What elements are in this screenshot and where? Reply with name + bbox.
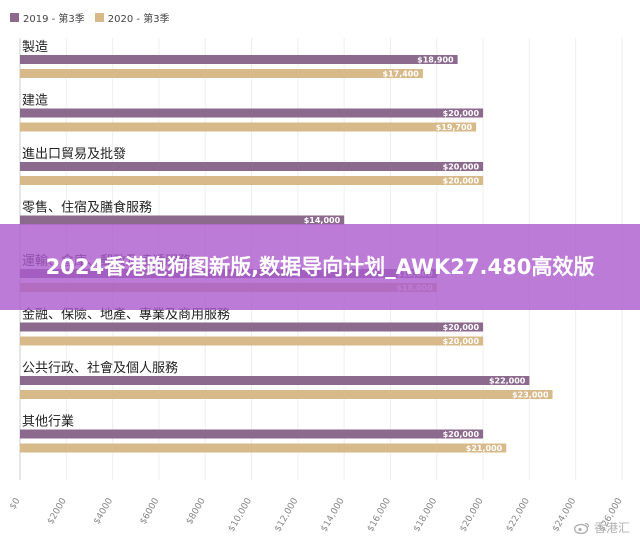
x-tick-label: $14,000 — [319, 496, 346, 533]
x-tick-label: $8000 — [185, 496, 208, 526]
category-label: 製造 — [22, 40, 48, 55]
bar-value-label: $20,000 — [443, 163, 480, 172]
bar-value-label: $21,000 — [466, 444, 503, 453]
bar — [20, 390, 553, 399]
bar-value-label: $18,900 — [417, 56, 454, 65]
category-label: 進出口貿易及批發 — [22, 147, 126, 162]
title-banner: 2024香港跑狗图新版,数据导向计划_AWK27.480高效版 — [0, 224, 640, 310]
x-tick-label: $4000 — [92, 496, 115, 526]
bar-value-label: $20,000 — [443, 337, 480, 346]
bar-value-label: $20,000 — [443, 109, 480, 118]
category-label: 其他行業 — [22, 414, 74, 430]
category-label: 建造 — [22, 94, 48, 109]
x-tick-label: $6000 — [139, 496, 162, 526]
watermark-text: 香港汇 — [593, 521, 630, 535]
legend-label-2019: 2019 - 第3季 — [23, 14, 85, 25]
weibo-icon — [573, 522, 590, 534]
banner-title: 2024香港跑狗图新版,数据导向计划_AWK27.480高效版 — [45, 255, 595, 279]
bar-value-label: $20,000 — [443, 323, 480, 332]
category-label: 零售、住宿及膳食服務 — [22, 200, 152, 216]
legend-item-2020: 2020 - 第3季 — [94, 10, 170, 25]
bar — [20, 215, 345, 225]
x-tick-label: $18,000 — [412, 496, 439, 533]
bar — [20, 108, 484, 118]
x-tick-label: $20,000 — [458, 496, 485, 533]
bar — [20, 429, 484, 439]
bar — [20, 162, 484, 171]
category-label: 公共行政、社會及個人服務 — [22, 360, 178, 376]
bar-value-label: $20,000 — [443, 430, 480, 439]
x-tick-label: $16,000 — [366, 496, 393, 533]
bar — [20, 443, 507, 453]
bar — [20, 69, 423, 78]
legend-item-2019: 2019 - 第3季 — [10, 10, 85, 25]
x-tick-label: $10,000 — [227, 496, 254, 533]
x-tick-label: $0 — [8, 496, 23, 511]
bar — [20, 55, 458, 64]
x-tick-label: $22,000 — [505, 496, 532, 533]
bar-value-label: $20,000 — [443, 177, 480, 186]
bar — [20, 176, 484, 185]
bar-value-label: $23,000 — [512, 391, 549, 400]
bar — [20, 122, 477, 132]
bar-value-label: $17,400 — [382, 70, 419, 79]
legend-swatch-2020 — [94, 13, 104, 22]
bar — [20, 376, 530, 385]
bar-value-label: $19,700 — [436, 123, 473, 132]
watermark: 香港汇 — [573, 519, 630, 536]
bar-value-label: $22,000 — [489, 377, 526, 386]
category-label: 金融、保險、地產、專業及商用服務 — [22, 307, 230, 323]
x-tick-label: $2000 — [46, 496, 69, 526]
chart-legend: 2019 - 第3季 2020 - 第3季 — [10, 10, 170, 25]
bar — [20, 336, 484, 346]
x-tick-label: $12,000 — [273, 496, 300, 533]
legend-label-2020: 2020 - 第3季 — [107, 14, 170, 25]
bar — [20, 322, 484, 332]
bar-value-label: $14,000 — [304, 216, 341, 225]
legend-swatch-2019 — [10, 13, 19, 22]
